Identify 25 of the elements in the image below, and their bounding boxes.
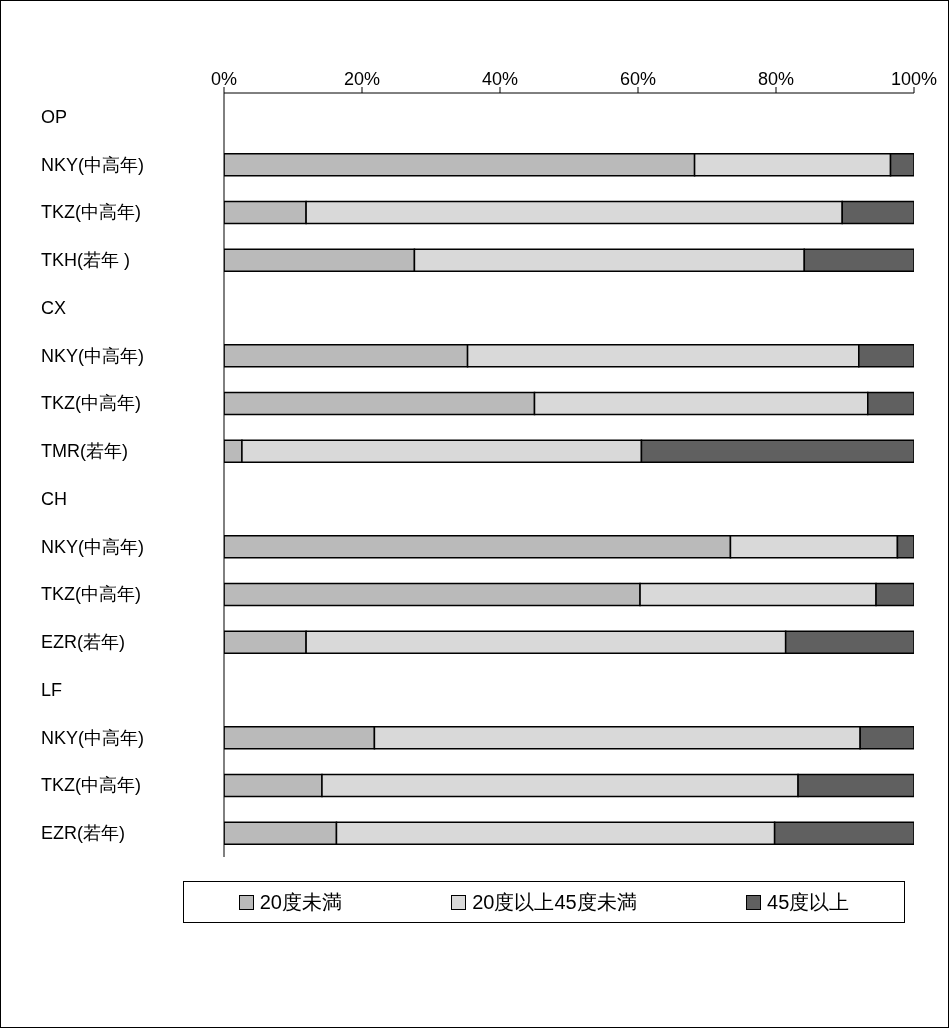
y-tick-label: TKH(若年 ) — [41, 250, 130, 271]
y-tick-label: LF — [41, 679, 63, 700]
y-tick-label: NKY(中高年) — [41, 536, 144, 557]
y-tick-label: TKZ(中高年) — [41, 584, 141, 605]
y-tick-label: CH — [41, 488, 67, 509]
x-tick-label: 40% — [481, 69, 519, 89]
y-tick-label: NKY(中高年) — [41, 154, 144, 175]
x-tick-label: 100% — [890, 69, 938, 89]
y-tick-label: OP — [41, 106, 68, 127]
y-tick-label: NKY(中高年) — [41, 345, 144, 366]
legend-label: 45度以上 — [767, 889, 850, 915]
legend-label: 20度未満 — [259, 889, 342, 915]
y-tick-label: EZR(若年) — [41, 823, 125, 844]
x-tick-label: 0% — [210, 69, 238, 89]
y-tick-label: TKZ(中高年) — [41, 202, 141, 223]
y-tick-label: TMR(若年) — [41, 441, 128, 462]
x-tick-label: 20% — [343, 69, 381, 89]
x-tick-label: 80% — [757, 69, 795, 89]
x-tick-label: 60% — [619, 69, 657, 89]
y-tick-label: CX — [41, 297, 67, 318]
legend-label: 20度以上45度未満 — [472, 889, 637, 915]
y-tick-label: NKY(中高年) — [41, 727, 144, 748]
y-tick-label: TKZ(中高年) — [41, 775, 141, 796]
y-tick-label: TKZ(中高年) — [41, 393, 141, 414]
y-tick-label: EZR(若年) — [41, 632, 125, 653]
